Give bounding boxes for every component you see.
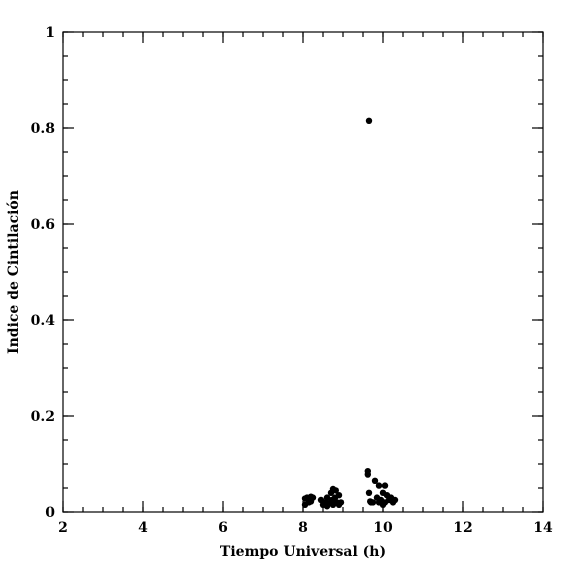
point bbox=[365, 489, 373, 496]
point bbox=[379, 501, 387, 508]
x-tick-label: 4 bbox=[138, 520, 148, 536]
point bbox=[369, 499, 377, 506]
plot-frame bbox=[62, 31, 544, 513]
x-tick-label: 10 bbox=[373, 520, 393, 536]
y-tick-label: 0.8 bbox=[31, 121, 55, 137]
point bbox=[364, 471, 371, 478]
y-tick-label: 0.4 bbox=[31, 313, 56, 329]
point bbox=[391, 496, 399, 504]
y-tick-label: 1 bbox=[45, 25, 55, 41]
y-tick-label: 0.2 bbox=[31, 409, 55, 425]
x-axis-label: Tiempo Universal (h) bbox=[220, 544, 386, 560]
x-tick-label: 8 bbox=[298, 520, 308, 536]
y-axis-label: Indice de Cintilación bbox=[6, 190, 22, 354]
point bbox=[332, 487, 339, 494]
point bbox=[335, 492, 343, 499]
point bbox=[323, 503, 331, 510]
point bbox=[309, 494, 317, 501]
point bbox=[365, 117, 373, 125]
point bbox=[329, 501, 337, 508]
x-tick-label: 2 bbox=[58, 520, 68, 536]
x-tick-label: 12 bbox=[453, 520, 472, 536]
point bbox=[323, 494, 331, 501]
point bbox=[337, 499, 345, 506]
x-tick-label: 14 bbox=[533, 520, 553, 536]
y-tick-label: 0.6 bbox=[31, 217, 55, 233]
point bbox=[375, 482, 383, 489]
point bbox=[371, 477, 379, 484]
point bbox=[381, 482, 389, 489]
x-tick-label: 6 bbox=[218, 520, 228, 536]
y-tick-label: 0 bbox=[45, 505, 55, 521]
